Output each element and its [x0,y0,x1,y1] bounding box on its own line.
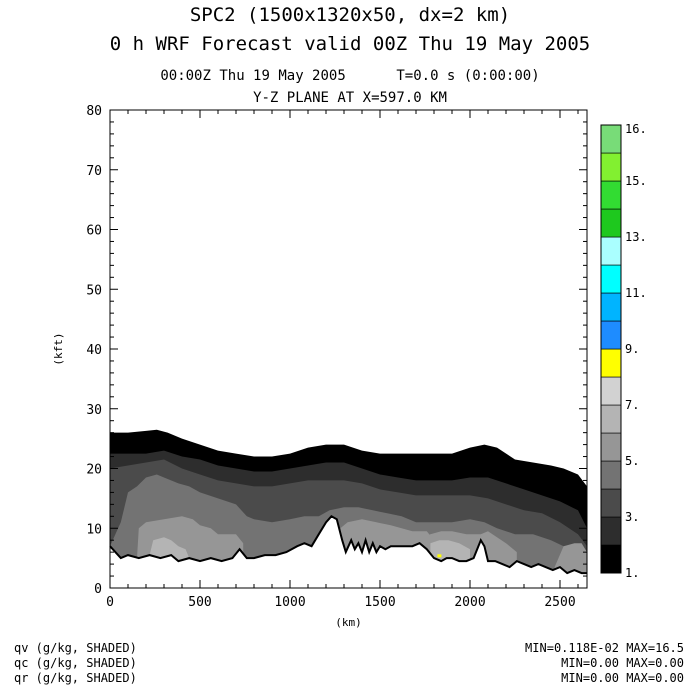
colorbar-label: 9. [625,342,639,356]
field-stats-qv: MIN=0.118E-02 MAX=16.5 [525,641,684,655]
forecast-subtitle: 0 h WRF Forecast valid 00Z Thu 19 May 20… [109,33,591,55]
colorbar-swatch [600,544,622,574]
colorbar-swatch [600,208,622,238]
colorbar-label: 3. [625,510,639,524]
x-tick-label: 2500 [544,595,575,610]
colorbar-swatch [600,348,622,378]
x-tick-label: 500 [188,595,211,610]
colorbar-label: 13. [625,230,647,244]
x-tick-label: 1500 [364,595,395,610]
colorbar-label: 11. [625,286,647,300]
colorbar-swatch [600,264,622,294]
y-tick-label: 10 [86,522,102,537]
terrain-fill [110,516,587,588]
colorbar-swatch [600,432,622,462]
colorbar-swatch [600,124,622,154]
y-tick-label: 40 [86,343,102,358]
field-stats-qc: MIN=0.00 MAX=0.00 [561,656,684,670]
colorbar-swatch [600,320,622,350]
y-tick-label: 20 [86,463,102,478]
colorbar-label: 5. [625,454,639,468]
colorbar-label: 1. [625,566,639,580]
field-stats-qr: MIN=0.00 MAX=0.00 [561,671,684,685]
colorbar-swatch [600,404,622,434]
x-tick-label: 0 [106,595,114,610]
colorbar-label: 16. [625,122,647,136]
qv-band-5e [554,543,587,574]
qv-band-5c [340,519,434,559]
colorbar-frame [600,124,622,574]
colorbar-swatch [600,152,622,182]
colorbar-swatch [600,292,622,322]
plane-line: Y-Z PLANE AT X=597.0 KM [253,90,447,106]
y-tick-label: 0 [94,582,102,597]
colorbar-swatch [600,460,622,490]
y-tick-label: 80 [86,104,102,119]
colorbar-swatch [600,180,622,210]
y-axis-label: (kft) [52,332,65,365]
colorbar-swatch [600,236,622,266]
qv-max-spot [437,554,442,558]
qv-band-7 [149,537,190,562]
colorbar-label: 7. [625,398,639,412]
valid-time-line: 00:00Z Thu 19 May 2005 T=0.0 s (0:00:00) [160,68,540,84]
colorbar-label: 15. [625,174,647,188]
y-tick-label: 60 [86,224,102,239]
x-tick-label: 1000 [274,595,305,610]
y-tick-label: 70 [86,164,102,179]
field-label-qc: qc (g/kg, SHADED) [14,656,137,670]
x-axis-label: (km) [335,616,362,629]
terrain-line [109,515,587,575]
field-label-qv: qv (g/kg, SHADED) [14,641,137,655]
y-tick-label: 50 [86,283,102,298]
colorbar-swatch [600,376,622,406]
colorbar-swatch [600,516,622,546]
field-label-qr: qr (g/kg, SHADED) [14,671,137,685]
colorbar-swatch [600,488,622,518]
y-tick-label: 30 [86,403,102,418]
figure-title: SPC2 (1500x1320x50, dx=2 km) [189,4,511,26]
x-tick-label: 2000 [454,595,485,610]
